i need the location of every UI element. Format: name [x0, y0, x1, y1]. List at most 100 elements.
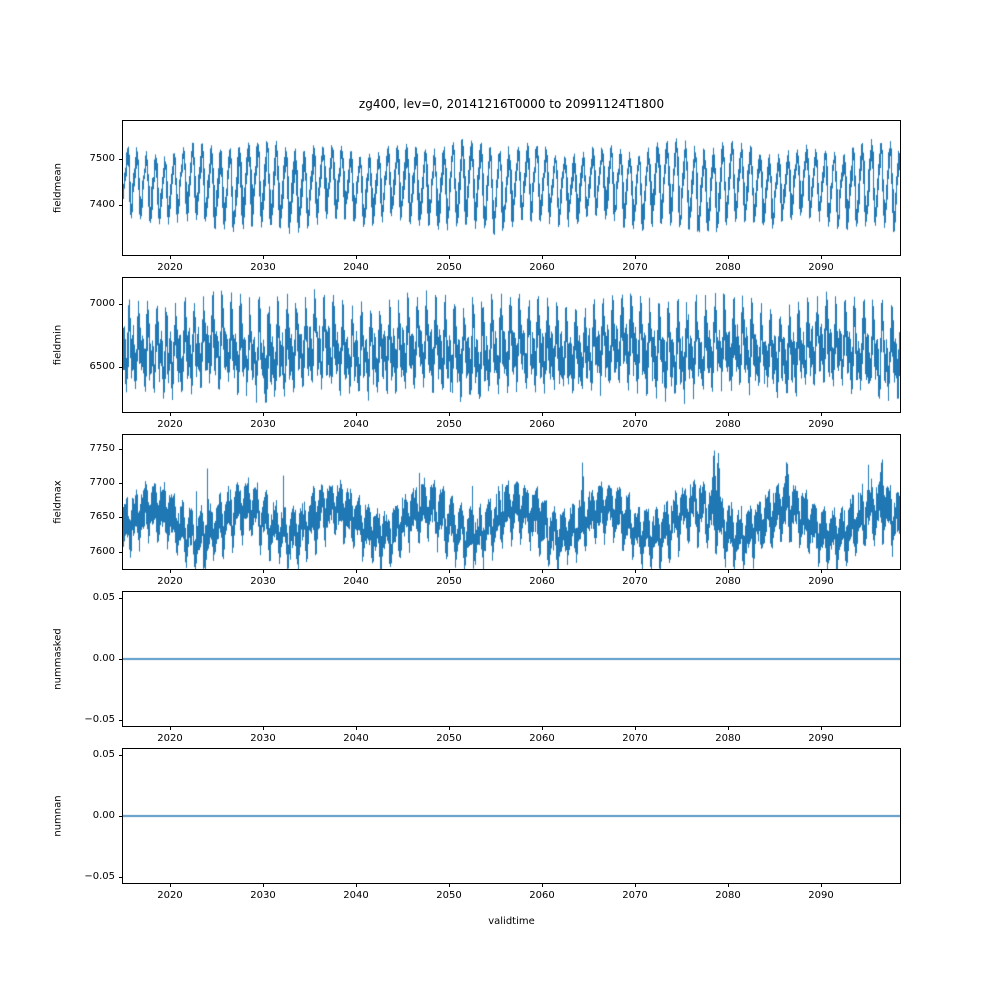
fieldmax-xtick-mark — [635, 569, 636, 573]
fieldmean-xtick-label: 2050 — [436, 262, 462, 273]
nummasked-xtick-mark — [170, 726, 171, 730]
nummasked-ytick-mark — [119, 659, 123, 660]
numnan-xtick-label: 2060 — [529, 890, 555, 901]
fieldmax-xtick-label: 2070 — [622, 576, 648, 587]
fieldmax-xtick-label: 2080 — [715, 576, 741, 587]
fieldmean-series-canvas — [123, 121, 900, 255]
fieldmean-xtick-label: 2040 — [343, 262, 369, 273]
nummasked-xtick-label: 2060 — [529, 733, 555, 744]
numnan-ytick-label: −0.05 — [84, 871, 115, 882]
fieldmin-xtick-mark — [542, 412, 543, 416]
fieldmean-xtick-label: 2080 — [715, 262, 741, 273]
fieldmean-xtick-mark — [449, 255, 450, 259]
numnan-series-canvas — [123, 749, 900, 883]
fieldmean-ytick-mark — [119, 159, 123, 160]
numnan-ytick-label: 0.05 — [92, 749, 115, 760]
fieldmin-xtick-mark — [635, 412, 636, 416]
fieldmean-xtick-label: 2090 — [808, 262, 834, 273]
fieldmin-xtick-mark — [356, 412, 357, 416]
nummasked-xtick-label: 2050 — [436, 733, 462, 744]
numnan-xtick-label: 2040 — [343, 890, 369, 901]
fieldmean-xtick-label: 2070 — [622, 262, 648, 273]
fieldmean-xtick-mark — [356, 255, 357, 259]
numnan-y-axis-label: numnan — [52, 795, 64, 837]
fieldmin-xtick-label: 2090 — [808, 419, 834, 430]
fieldmin-xtick-mark — [449, 412, 450, 416]
fieldmin-ytick-label: 6500 — [89, 361, 115, 372]
nummasked-xtick-label: 2080 — [715, 733, 741, 744]
fieldmean-xtick-mark — [263, 255, 264, 259]
fieldmean-xtick-label: 2020 — [157, 262, 183, 273]
numnan-ytick-mark — [119, 816, 123, 817]
fieldmin-xtick-mark — [263, 412, 264, 416]
nummasked-xtick-mark — [635, 726, 636, 730]
nummasked-ytick-mark — [119, 720, 123, 721]
numnan-ytick-mark — [119, 877, 123, 878]
fieldmin-xtick-mark — [728, 412, 729, 416]
fieldmax-xtick-mark — [542, 569, 543, 573]
nummasked-ytick-mark — [119, 598, 123, 599]
fieldmean-xtick-mark — [821, 255, 822, 259]
fieldmax-xtick-label: 2030 — [250, 576, 276, 587]
nummasked-ytick-label: −0.05 — [84, 714, 115, 725]
numnan-ytick-label: 0.00 — [92, 810, 115, 821]
x-axis-label: validtime — [488, 916, 535, 927]
fieldmin-xtick-mark — [821, 412, 822, 416]
figure-title: zg400, lev=0, 20141216T0000 to 20991124T… — [358, 97, 665, 111]
fieldmax-ytick-label: 7650 — [89, 511, 115, 522]
nummasked-xtick-label: 2020 — [157, 733, 183, 744]
fieldmin-xtick-label: 2050 — [436, 419, 462, 430]
nummasked-xtick-mark — [263, 726, 264, 730]
fieldmax-ytick-mark — [119, 552, 123, 553]
fieldmean-xtick-mark — [635, 255, 636, 259]
fieldmin-xtick-label: 2070 — [622, 419, 648, 430]
fieldmin-ytick-mark — [119, 367, 123, 368]
nummasked-xtick-mark — [356, 726, 357, 730]
nummasked-xtick-label: 2070 — [622, 733, 648, 744]
fieldmean-xtick-mark — [542, 255, 543, 259]
fieldmax-xtick-label: 2060 — [529, 576, 555, 587]
nummasked-y-axis-label: nummasked — [52, 628, 64, 690]
numnan-xtick-mark — [635, 883, 636, 887]
fieldmin-xtick-label: 2080 — [715, 419, 741, 430]
numnan-xtick-mark — [170, 883, 171, 887]
fieldmean-xtick-label: 2030 — [250, 262, 276, 273]
nummasked-ytick-label: 0.05 — [92, 592, 115, 603]
nummasked-xtick-label: 2040 — [343, 733, 369, 744]
fieldmean-xtick-mark — [728, 255, 729, 259]
nummasked-plot-area — [122, 591, 901, 727]
fieldmax-series-canvas — [123, 435, 900, 569]
fieldmax-ytick-mark — [119, 483, 123, 484]
nummasked-xtick-mark — [449, 726, 450, 730]
fieldmin-xtick-label: 2020 — [157, 419, 183, 430]
nummasked-xtick-label: 2030 — [250, 733, 276, 744]
fieldmax-ytick-mark — [119, 449, 123, 450]
fieldmean-ytick-mark — [119, 205, 123, 206]
fieldmean-y-axis-label: fieldmean — [52, 163, 64, 213]
fieldmax-xtick-mark — [821, 569, 822, 573]
numnan-xtick-label: 2030 — [250, 890, 276, 901]
numnan-xtick-mark — [728, 883, 729, 887]
fieldmax-xtick-mark — [263, 569, 264, 573]
fieldmin-series-canvas — [123, 278, 900, 412]
fieldmin-y-axis-label: fieldmin — [52, 324, 64, 366]
fieldmax-xtick-label: 2040 — [343, 576, 369, 587]
numnan-xtick-label: 2070 — [622, 890, 648, 901]
fieldmax-xtick-mark — [449, 569, 450, 573]
fieldmax-xtick-label: 2020 — [157, 576, 183, 587]
fieldmin-ytick-label: 7000 — [89, 298, 115, 309]
fieldmean-plot-area — [122, 120, 901, 256]
numnan-xtick-mark — [263, 883, 264, 887]
numnan-xtick-label: 2090 — [808, 890, 834, 901]
fieldmean-ytick-label: 7400 — [89, 199, 115, 210]
numnan-xtick-mark — [542, 883, 543, 887]
fieldmax-xtick-mark — [170, 569, 171, 573]
numnan-plot-area — [122, 748, 901, 884]
fieldmin-plot-area — [122, 277, 901, 413]
fieldmean-ytick-label: 7500 — [89, 153, 115, 164]
nummasked-xtick-mark — [728, 726, 729, 730]
fieldmax-plot-area — [122, 434, 901, 570]
nummasked-xtick-mark — [542, 726, 543, 730]
nummasked-ytick-label: 0.00 — [92, 653, 115, 664]
